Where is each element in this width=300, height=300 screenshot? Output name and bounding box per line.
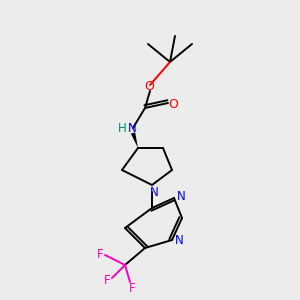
Polygon shape bbox=[131, 132, 138, 148]
Text: F: F bbox=[129, 281, 135, 295]
Text: F: F bbox=[97, 248, 103, 260]
Text: N: N bbox=[128, 122, 136, 136]
Text: F: F bbox=[104, 274, 110, 287]
Text: O: O bbox=[168, 98, 178, 110]
Text: N: N bbox=[150, 185, 158, 199]
Text: O: O bbox=[144, 80, 154, 92]
Text: N: N bbox=[177, 190, 185, 203]
Text: N: N bbox=[175, 235, 183, 248]
Text: H: H bbox=[118, 122, 126, 136]
